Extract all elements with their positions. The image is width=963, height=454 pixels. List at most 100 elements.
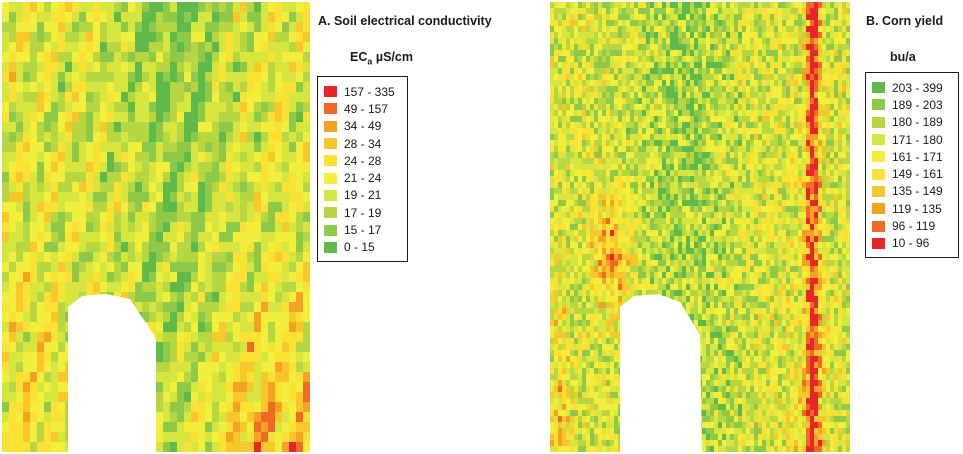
conductivity-cell [86,52,94,63]
yield-cell [586,230,591,237]
yield-cell [554,26,559,33]
yield-cell [550,62,555,69]
yield-cell [614,446,619,452]
yield-cell [690,122,695,129]
yield-cell [690,272,695,279]
conductivity-cell [198,322,206,333]
conductivity-cell [240,12,248,23]
yield-cell [654,62,659,69]
yield-cell [562,272,567,279]
yield-cell [594,50,599,57]
yield-cell [602,122,607,129]
yield-cell [670,248,675,255]
yield-cell [670,242,675,249]
conductivity-cell [44,12,52,23]
conductivity-cell [296,332,304,343]
yield-cell [610,50,615,57]
yield-cell [642,164,647,171]
conductivity-cell [205,242,213,253]
conductivity-cell [149,302,157,313]
conductivity-cell [37,172,45,183]
conductivity-cell [296,232,304,243]
conductivity-cell [219,242,227,253]
conductivity-cell [233,432,241,443]
yield-cell [622,296,627,303]
yield-cell [698,170,703,177]
conductivity-cell [170,412,178,423]
conductivity-cell [163,322,171,333]
yield-cell [574,386,579,393]
yield-cell [662,182,667,189]
conductivity-cell [212,162,220,173]
yield-cell [614,8,619,15]
conductivity-cell [107,72,115,83]
yield-cell [666,272,671,279]
yield-cell [578,104,583,111]
conductivity-cell [135,92,143,103]
conductivity-cell [268,272,276,283]
conductivity-cell [142,62,150,73]
conductivity-cell [44,72,52,83]
conductivity-cell [2,182,10,193]
conductivity-cell [184,352,192,363]
yield-cell [574,188,579,195]
yield-cell [702,278,707,285]
yield-cell [602,26,607,33]
yield-cell [690,116,695,123]
yield-cell [658,206,663,213]
conductivity-cell [233,222,241,233]
yield-cell [598,290,603,297]
yield-cell [682,80,687,87]
yield-cell [590,416,595,423]
conductivity-cell [9,102,17,113]
yield-cell [582,278,587,285]
conductivity-cell [303,392,310,403]
conductivity-cell [275,382,283,393]
yield-cell [570,116,575,123]
conductivity-cell [65,62,73,73]
yield-cell [702,272,707,279]
yield-cell [634,212,639,219]
conductivity-cell [2,402,10,413]
yield-cell [694,212,699,219]
conductivity-cell [261,382,269,393]
yield-cell [654,140,659,147]
yield-cell [586,32,591,39]
yield-cell [610,188,615,195]
conductivity-cell [9,92,17,103]
conductivity-cell [198,302,206,313]
conductivity-cell [44,422,52,433]
yield-cell [638,170,643,177]
conductivity-cell [2,262,10,273]
conductivity-cell [261,232,269,243]
conductivity-cell [58,162,66,173]
conductivity-cell [107,132,115,143]
yield-cell [614,254,619,261]
yield-cell [702,380,707,387]
conductivity-cell [114,52,122,63]
yield-cell [654,176,659,183]
yield-cell [566,326,571,333]
conductivity-cell [240,322,248,333]
conductivity-cell [247,52,255,63]
conductivity-cell [261,202,269,213]
conductivity-cell [240,342,248,353]
conductivity-cell [163,272,171,283]
yield-cell [566,176,571,183]
conductivity-cell [177,362,185,373]
conductivity-cell [37,152,45,163]
yield-cell [626,152,631,159]
yield-cell [606,416,611,423]
conductivity-cell [93,162,101,173]
yield-cell [662,44,667,51]
yield-cell [642,92,647,99]
yield-cell [690,308,695,315]
conductivity-cell [184,92,192,103]
conductivity-cell [296,202,304,213]
yield-cell [570,20,575,27]
yield-cell [678,44,683,51]
yield-cell [686,44,691,51]
yield-cell [694,116,699,123]
yield-cell [586,260,591,267]
conductivity-cell [247,72,255,83]
